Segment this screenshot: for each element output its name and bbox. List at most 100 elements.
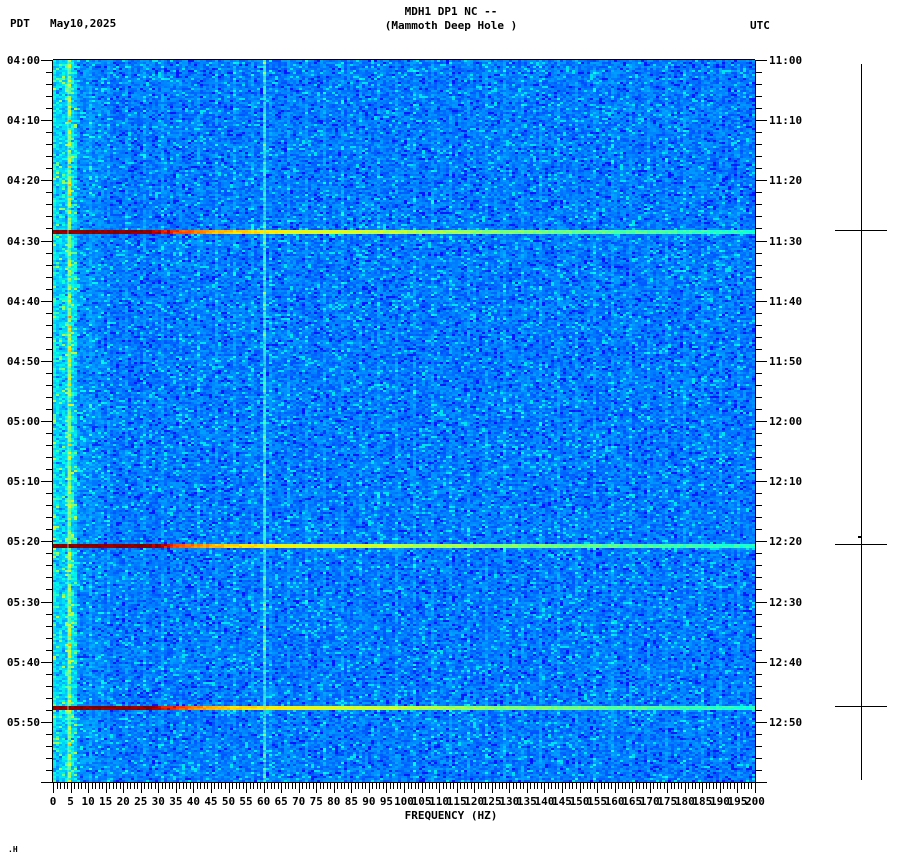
y-tick-major-left [41, 661, 53, 663]
y-tick-major-right [755, 601, 767, 603]
y-tick-minor-left [46, 372, 53, 374]
y-tick-major-left [41, 300, 53, 302]
x-axis-label: 15 [99, 795, 113, 808]
x-tick-minor [425, 783, 426, 789]
y-tick-major-left [41, 120, 53, 122]
x-tick-minor [751, 783, 752, 789]
x-tick-minor [95, 783, 96, 789]
x-tick-minor [471, 783, 472, 789]
x-tick-minor [446, 783, 447, 789]
x-axis-label: 20 [116, 795, 130, 808]
x-tick-minor [590, 783, 591, 789]
x-axis-label: 145 [552, 795, 572, 808]
y-tick-major-left [41, 782, 53, 783]
y-axis-label-right: 11:20 [769, 174, 803, 188]
x-tick-minor [622, 783, 623, 789]
x-tick-major [439, 783, 440, 793]
x-tick-minor [102, 783, 103, 789]
y-tick-minor-left [46, 769, 53, 771]
x-tick-minor [618, 783, 619, 789]
x-tick-minor [643, 783, 644, 789]
y-tick-minor-left [46, 733, 53, 735]
x-tick-minor [200, 783, 201, 789]
x-tick-minor [134, 783, 135, 789]
x-tick-major [544, 783, 545, 793]
x-tick-minor [625, 783, 626, 789]
x-tick-minor [186, 783, 187, 789]
y-tick-minor-left [46, 469, 53, 471]
x-tick-minor [109, 783, 110, 789]
x-tick-minor [225, 783, 226, 789]
x-tick-minor [555, 783, 556, 789]
event-marker-rail [861, 64, 862, 780]
x-tick-minor [155, 783, 156, 789]
x-axis-label: 115 [446, 795, 467, 808]
x-tick-minor [358, 783, 359, 789]
y-axis-label-right: 12:30 [769, 595, 803, 609]
x-tick-major [334, 783, 335, 793]
y-tick-minor-right [755, 445, 762, 447]
x-axis-label: 45 [204, 795, 218, 808]
y-tick-minor-right [755, 457, 762, 459]
x-tick-minor [253, 783, 254, 789]
x-tick-major [386, 783, 387, 793]
x-axis-label: 190 [709, 795, 730, 808]
x-tick-major [123, 783, 124, 793]
y-tick-minor-right [755, 529, 762, 531]
y-tick-minor-left [46, 288, 53, 290]
x-tick-major [369, 783, 370, 793]
y-tick-minor-left [46, 493, 53, 495]
x-tick-major [737, 783, 738, 793]
y-axis-label-left: 05:30 [6, 595, 40, 609]
y-tick-minor-left [46, 192, 53, 194]
x-tick-minor [520, 783, 521, 789]
x-tick-minor [530, 783, 531, 789]
y-tick-minor-left [46, 144, 53, 146]
x-tick-major [158, 783, 159, 793]
y-tick-minor-right [755, 252, 762, 254]
y-axis-label-left: 04:40 [6, 294, 40, 308]
timezone-label-right: UTC [750, 19, 770, 32]
x-tick-minor [639, 783, 640, 789]
x-tick-minor [502, 783, 503, 789]
x-tick-minor [400, 783, 401, 789]
x-tick-minor [611, 783, 612, 789]
x-tick-minor [523, 783, 524, 789]
x-tick-major [755, 783, 756, 793]
x-axis-label: 105 [411, 795, 432, 808]
x-tick-minor [429, 783, 430, 789]
x-tick-minor [67, 783, 68, 789]
y-tick-minor-right [755, 84, 762, 86]
timezone-label-left: PDT [10, 17, 30, 30]
corner-glyph: .H [8, 845, 18, 854]
x-tick-minor [327, 783, 328, 789]
x-tick-major [404, 783, 405, 793]
x-tick-major [492, 783, 493, 793]
x-tick-minor [99, 783, 100, 789]
y-tick-minor-left [46, 745, 53, 747]
spectrogram-plot [53, 60, 755, 782]
y-tick-minor-right [755, 72, 762, 74]
x-tick-minor [478, 783, 479, 789]
x-tick-minor [221, 783, 222, 789]
y-tick-minor-left [46, 228, 53, 230]
x-axis-label: 50 [221, 795, 236, 808]
x-axis-label: 5 [67, 795, 74, 808]
x-tick-minor [674, 783, 675, 789]
x-tick-major [474, 783, 475, 793]
y-tick-minor-left [46, 276, 53, 278]
y-tick-minor-left [46, 132, 53, 134]
x-tick-minor [741, 783, 742, 789]
x-tick-minor [130, 783, 131, 789]
y-tick-minor-right [755, 204, 762, 206]
event-marker-tick [835, 544, 887, 545]
x-tick-minor [713, 783, 714, 789]
x-tick-minor [179, 783, 180, 789]
x-axis-label: 120 [464, 795, 485, 808]
y-tick-minor-left [46, 445, 53, 447]
x-tick-minor [362, 783, 363, 789]
y-tick-minor-left [46, 168, 53, 170]
y-tick-minor-right [755, 589, 762, 591]
x-axis-label: 55 [239, 795, 253, 808]
y-tick-minor-right [755, 324, 762, 326]
